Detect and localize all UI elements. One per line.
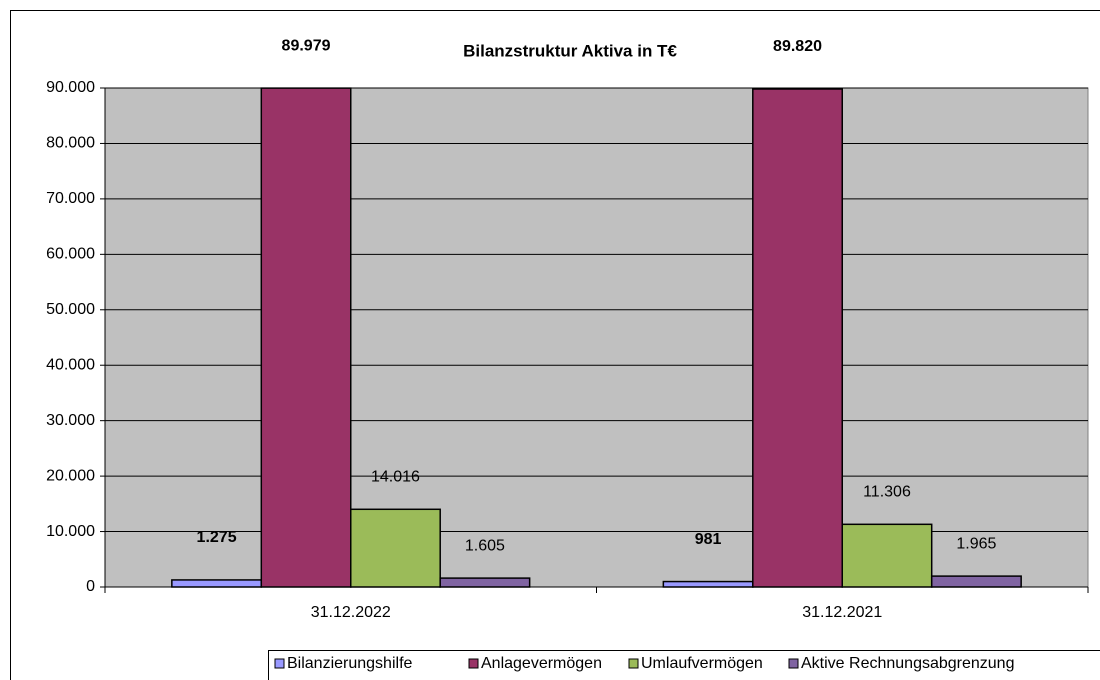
y-tick-label: 50.000: [46, 301, 95, 318]
bar: [930, 575, 1022, 588]
bar: [439, 577, 531, 588]
bar: [171, 579, 263, 588]
bar: [260, 87, 352, 588]
y-tick-label: 30.000: [46, 412, 95, 429]
value-label: 14.016: [371, 469, 420, 486]
legend-swatch: [628, 658, 639, 669]
legend-label: Umlaufvermögen: [641, 655, 763, 672]
legend-label: Anlagevermögen: [481, 655, 602, 672]
y-tick-label: 70.000: [46, 190, 95, 207]
x-tick-label: 31.12.2021: [802, 604, 882, 621]
value-label: 981: [695, 531, 722, 548]
y-tick-label: 0: [86, 578, 95, 595]
y-tick-label: 10.000: [46, 523, 95, 540]
y-tick-label: 80.000: [46, 135, 95, 152]
value-label: 1.965: [956, 535, 996, 552]
legend-box: [268, 650, 1100, 680]
x-tick-label: 31.12.2022: [311, 604, 391, 621]
legend-swatch: [468, 658, 479, 669]
value-label: 89.820: [773, 38, 822, 55]
y-tick-label: 60.000: [46, 246, 95, 263]
bar: [662, 580, 754, 588]
plot-area: [104, 87, 1089, 588]
bar: [350, 508, 441, 588]
y-tick-label: 40.000: [46, 356, 95, 373]
chart-title: Bilanzstruktur Aktiva in T€: [463, 41, 677, 60]
legend-swatch: [788, 658, 799, 669]
bar: [841, 523, 933, 588]
legend-label: Bilanzierungshilfe: [287, 655, 413, 672]
legend-label: Aktive Rechnungsabgrenzung: [801, 655, 1014, 672]
value-label: 1.275: [197, 529, 237, 546]
value-label: 1.605: [465, 537, 505, 554]
y-tick-label: 90.000: [46, 79, 95, 96]
value-label: 89.979: [282, 37, 331, 54]
bar: [752, 88, 843, 588]
y-tick-label: 20.000: [46, 467, 95, 484]
value-label: 11.306: [863, 484, 911, 501]
legend-swatch: [274, 658, 285, 669]
